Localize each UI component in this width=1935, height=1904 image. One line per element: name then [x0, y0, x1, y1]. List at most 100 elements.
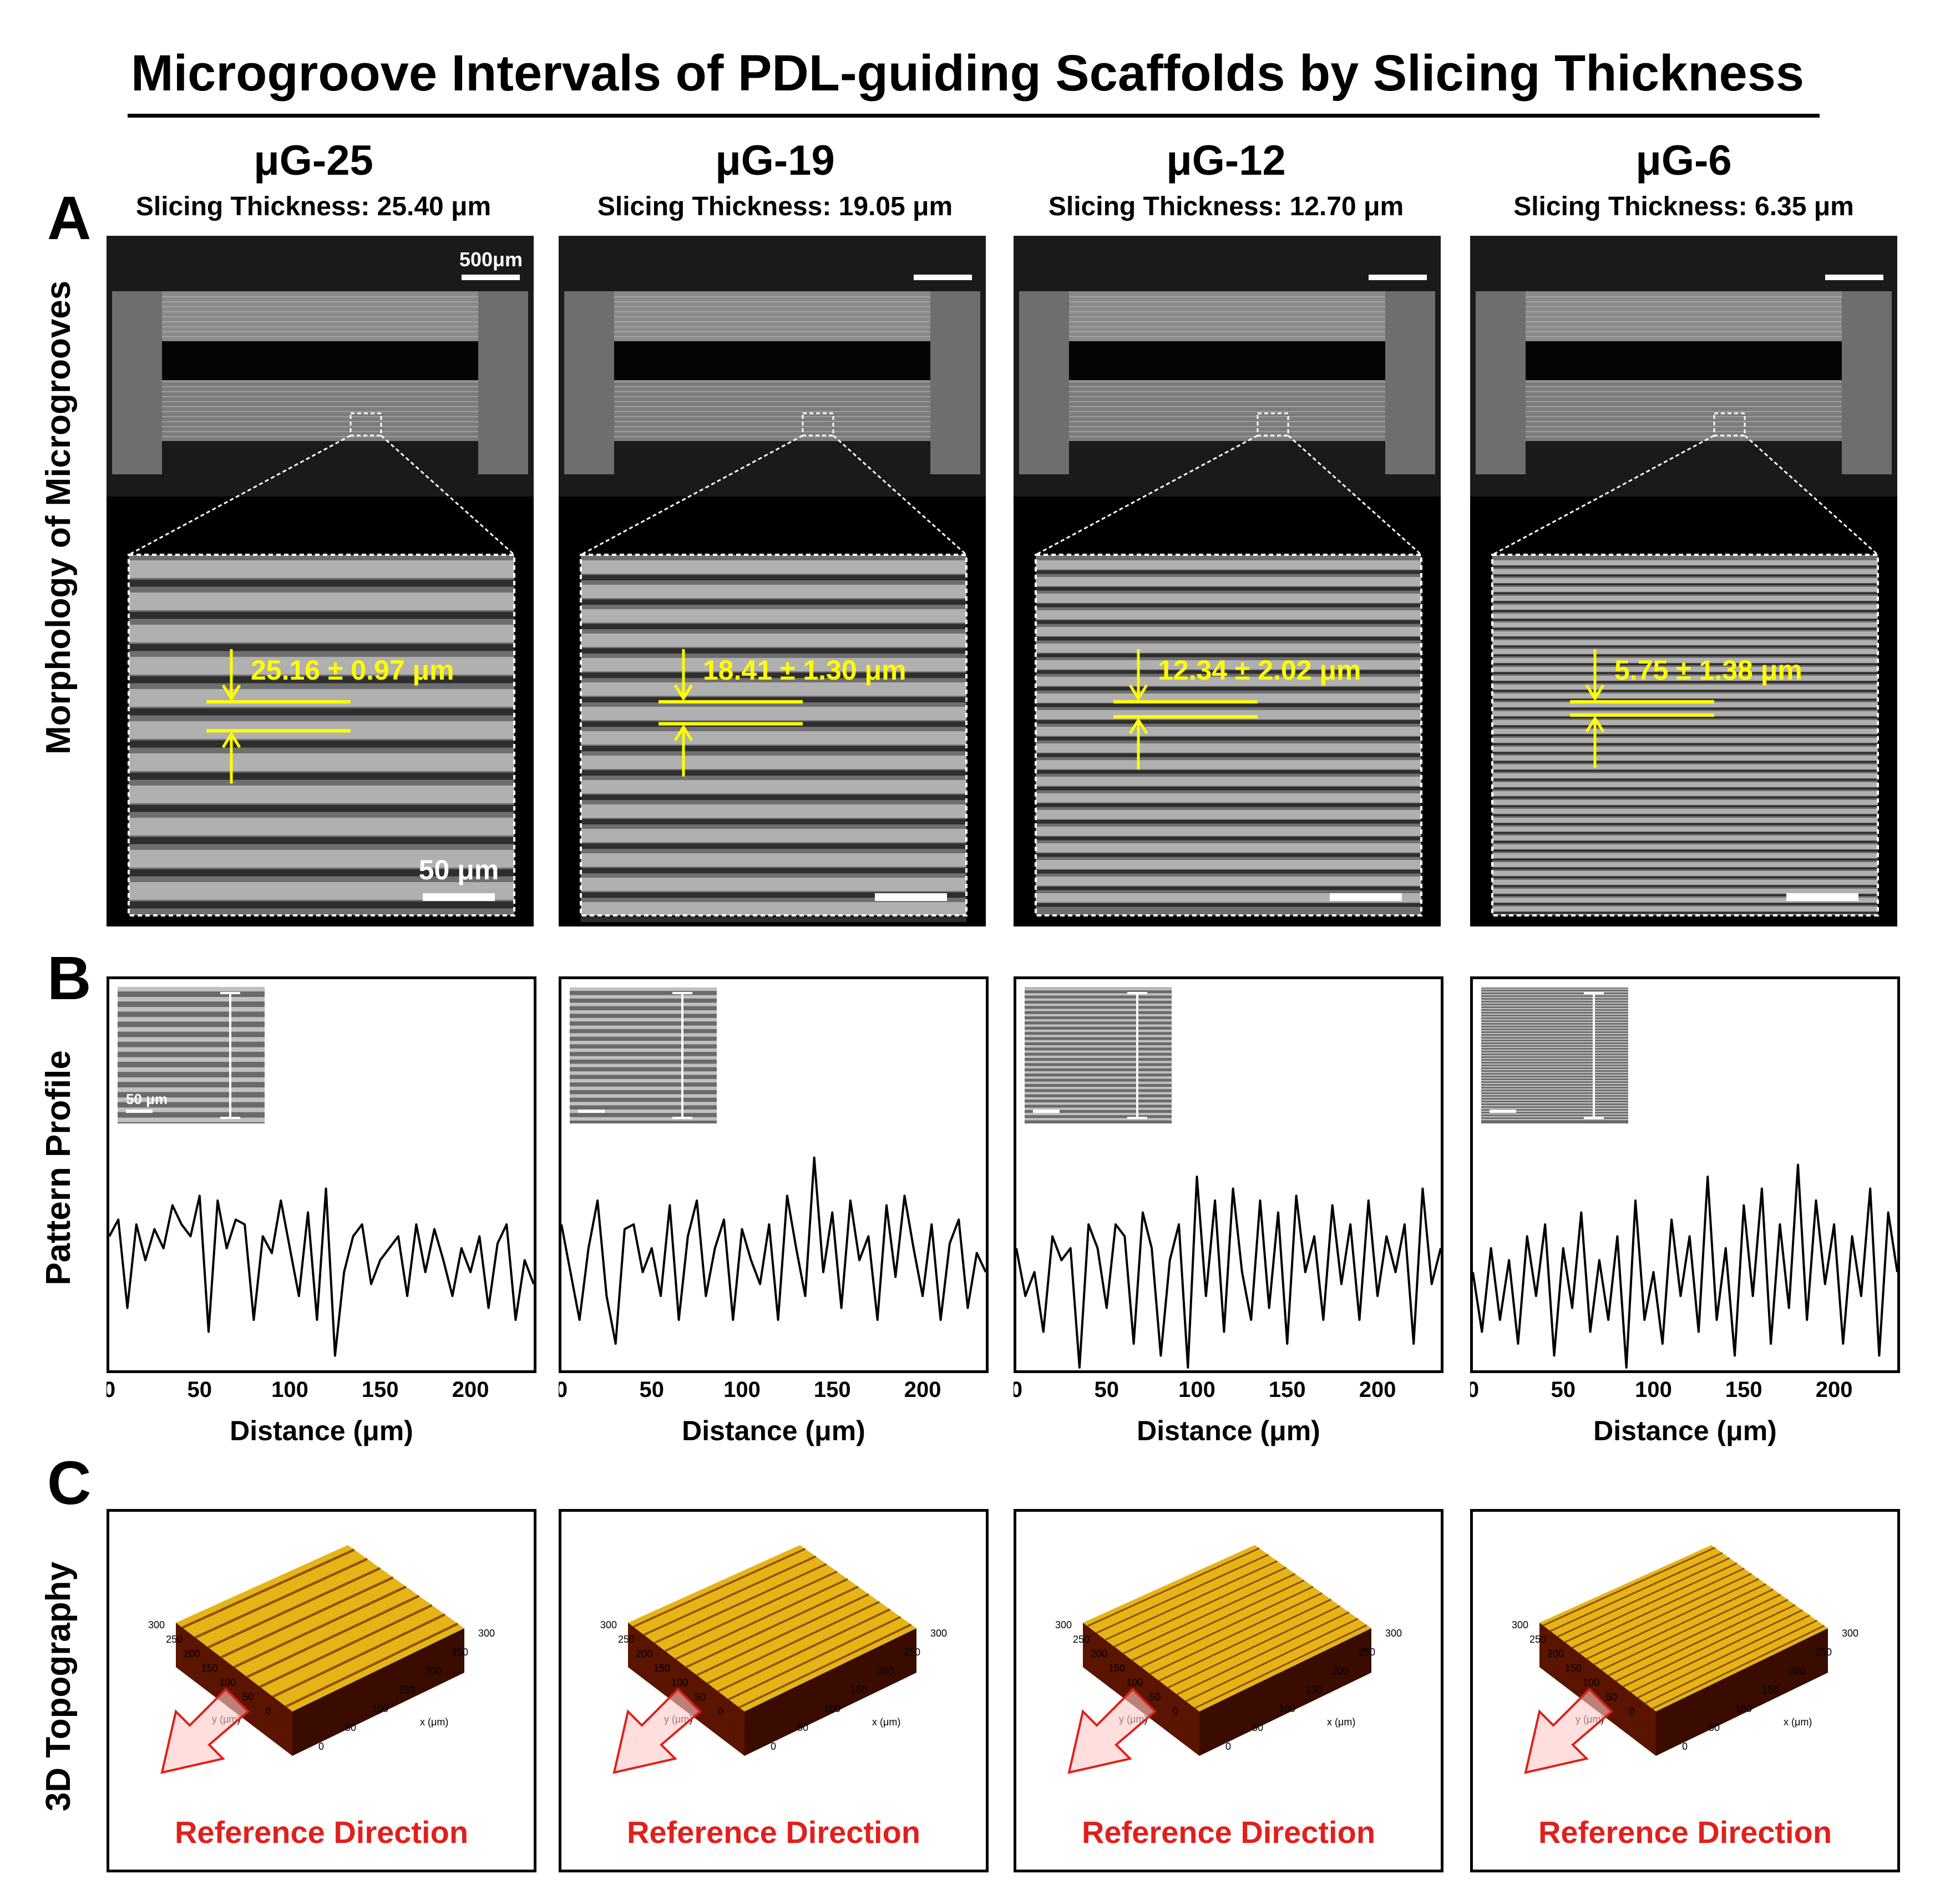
topography-panel-4: Reference Direction 300 250 200 150 100 50 0 30…: [1470, 1509, 1900, 1872]
svg-text:250: 250: [1815, 1647, 1832, 1658]
svg-text:50: 50: [345, 1722, 356, 1733]
topography-render: 300250200150100500300250200150100500y (μ…: [1055, 1545, 1402, 1774]
svg-text:x (μm): x (μm): [872, 1716, 900, 1728]
zoom-indicator: [1035, 412, 1422, 556]
surface-block: [628, 1545, 916, 1756]
x-tick-label: 0: [559, 1378, 568, 1402]
row-label-profile: Pattern Profile: [39, 1050, 78, 1285]
svg-text:0: 0: [1682, 1741, 1688, 1752]
reference-direction-arrow: [1524, 1688, 1613, 1774]
svg-text:50 μm: 50 μm: [126, 1091, 168, 1107]
x-tick-label: 50: [188, 1378, 212, 1402]
x-tick-label: 100: [723, 1378, 761, 1402]
x-axis-label: Distance (μm): [230, 1415, 413, 1446]
groove-interval-annotation: 18.41 ± 1.30 μm: [658, 649, 906, 777]
svg-text:150: 150: [1108, 1663, 1125, 1674]
svg-text:150: 150: [1565, 1663, 1582, 1674]
x-tick-label: 0: [1014, 1378, 1022, 1402]
x-tick-label: 150: [814, 1378, 851, 1402]
svg-text:100: 100: [219, 1677, 236, 1688]
svg-text:300: 300: [600, 1619, 617, 1630]
zoom-indicator: [580, 412, 967, 556]
panel-letter-c: C: [47, 1449, 92, 1517]
x-tick-label: 50: [1095, 1378, 1120, 1402]
svg-text:200: 200: [1789, 1665, 1805, 1677]
svg-text:200: 200: [425, 1665, 442, 1677]
column-header-1: μG-25 Slicing Thickness: 25.40 μm: [97, 136, 530, 224]
x-tick-label: 0: [107, 1378, 115, 1402]
svg-text:100: 100: [1735, 1703, 1752, 1714]
svg-text:300: 300: [478, 1628, 495, 1639]
svg-text:x (μm): x (μm): [1327, 1716, 1355, 1728]
row-label-morphology: Morphology of Microgrooves: [39, 280, 78, 754]
x-tick-label: 100: [1635, 1378, 1672, 1402]
x-axis-label: Distance (μm): [682, 1415, 865, 1446]
sem-image: 5.75 ± 1.38 μm: [1470, 236, 1897, 916]
svg-text:200: 200: [1091, 1648, 1107, 1659]
sem-image: 500μm 25.16 ± 0.97 μm 50 μm: [107, 236, 534, 916]
topography-render: 300250200150100500300250200150100500y (μ…: [148, 1545, 495, 1774]
reference-direction-arrow: [1067, 1688, 1157, 1774]
svg-text:150: 150: [398, 1684, 415, 1695]
x-tick-label: 200: [904, 1378, 941, 1402]
svg-text:0: 0: [1173, 1706, 1178, 1717]
zoomed-micrograph: [128, 554, 515, 916]
sem-panel-4: 5.75 ± 1.38 μm: [1470, 236, 1897, 926]
svg-text:100: 100: [671, 1677, 688, 1688]
groove-interval-annotation: 5.75 ± 1.38 μm: [1570, 649, 1802, 768]
x-tick-label: 200: [1816, 1378, 1853, 1402]
svg-text:150: 150: [654, 1663, 670, 1674]
sem-panel-1: 500μm 25.16 ± 0.97 μm 50 μm: [107, 236, 534, 926]
scalebar-zoom: [1786, 893, 1858, 901]
surface-block: [176, 1545, 464, 1756]
row-label-topography: 3D Topography: [39, 1561, 78, 1812]
svg-text:50: 50: [1149, 1692, 1161, 1703]
column-name: μG-12: [1166, 137, 1286, 184]
svg-text:100: 100: [1583, 1677, 1599, 1688]
svg-text:50 μm: 50 μm: [419, 854, 499, 885]
interval-measurement-label: 5.75 ± 1.38 μm: [1614, 655, 1802, 686]
svg-text:100: 100: [372, 1703, 388, 1714]
profile-chart: [1472, 988, 1898, 1369]
scalebar-overview: [914, 275, 972, 280]
svg-text:200: 200: [877, 1665, 894, 1677]
scalebar-zoom: [875, 893, 947, 901]
surface-block: [1539, 1545, 1828, 1756]
x-tick-label: 200: [1359, 1378, 1396, 1402]
column-slicing: Slicing Thickness: 19.05 μm: [597, 192, 953, 221]
svg-text:150: 150: [1305, 1684, 1322, 1695]
sem-image: 12.34 ± 2.02 μm: [1014, 236, 1441, 916]
x-ticks-2: 0 50 100 150 200: [555, 1370, 989, 1404]
svg-text:300: 300: [1055, 1619, 1072, 1630]
scalebar-zoom: [1330, 893, 1402, 901]
x-axis-ticks: 0 50 100 150 200: [1010, 1378, 1396, 1402]
profile-chart: [560, 987, 987, 1345]
reference-direction-arrow: [160, 1688, 250, 1774]
svg-text:250: 250: [452, 1647, 468, 1658]
x-tick-label: 100: [1178, 1378, 1215, 1402]
x-axis-label: Distance (μm): [1593, 1415, 1777, 1446]
svg-text:250: 250: [618, 1634, 635, 1645]
zoomed-micrograph: [1035, 554, 1422, 916]
x-tick-label: 200: [452, 1378, 489, 1402]
svg-text:250: 250: [904, 1647, 920, 1658]
topography-axes: 300250200150100500300250200150100500y (μ…: [600, 1619, 947, 1752]
interval-measurement-label: 12.34 ± 2.02 μm: [1158, 655, 1361, 686]
column-slicing: Slicing Thickness: 12.70 μm: [1048, 192, 1404, 221]
svg-text:100: 100: [824, 1703, 840, 1714]
profile-panel-1: 50 μm: [107, 976, 536, 1373]
svg-text:250: 250: [1359, 1647, 1375, 1658]
interval-measurement-label: 25.16 ± 0.97 μm: [251, 655, 454, 686]
svg-text:50: 50: [1709, 1722, 1720, 1733]
x-tick-label: 150: [362, 1378, 399, 1402]
svg-text:200: 200: [1332, 1665, 1349, 1677]
x-tick-label: 150: [1269, 1378, 1306, 1402]
x-tick-label: 0: [1470, 1378, 1479, 1402]
svg-text:0: 0: [1629, 1706, 1635, 1717]
svg-text:50: 50: [1252, 1722, 1263, 1733]
column-name: μG-6: [1635, 137, 1732, 184]
svg-text:500μm: 500μm: [459, 248, 523, 271]
profile-series-line: [108, 1187, 535, 1357]
scalebar-overview: 500μm: [459, 248, 523, 280]
zoom-indicator: [1492, 412, 1879, 556]
